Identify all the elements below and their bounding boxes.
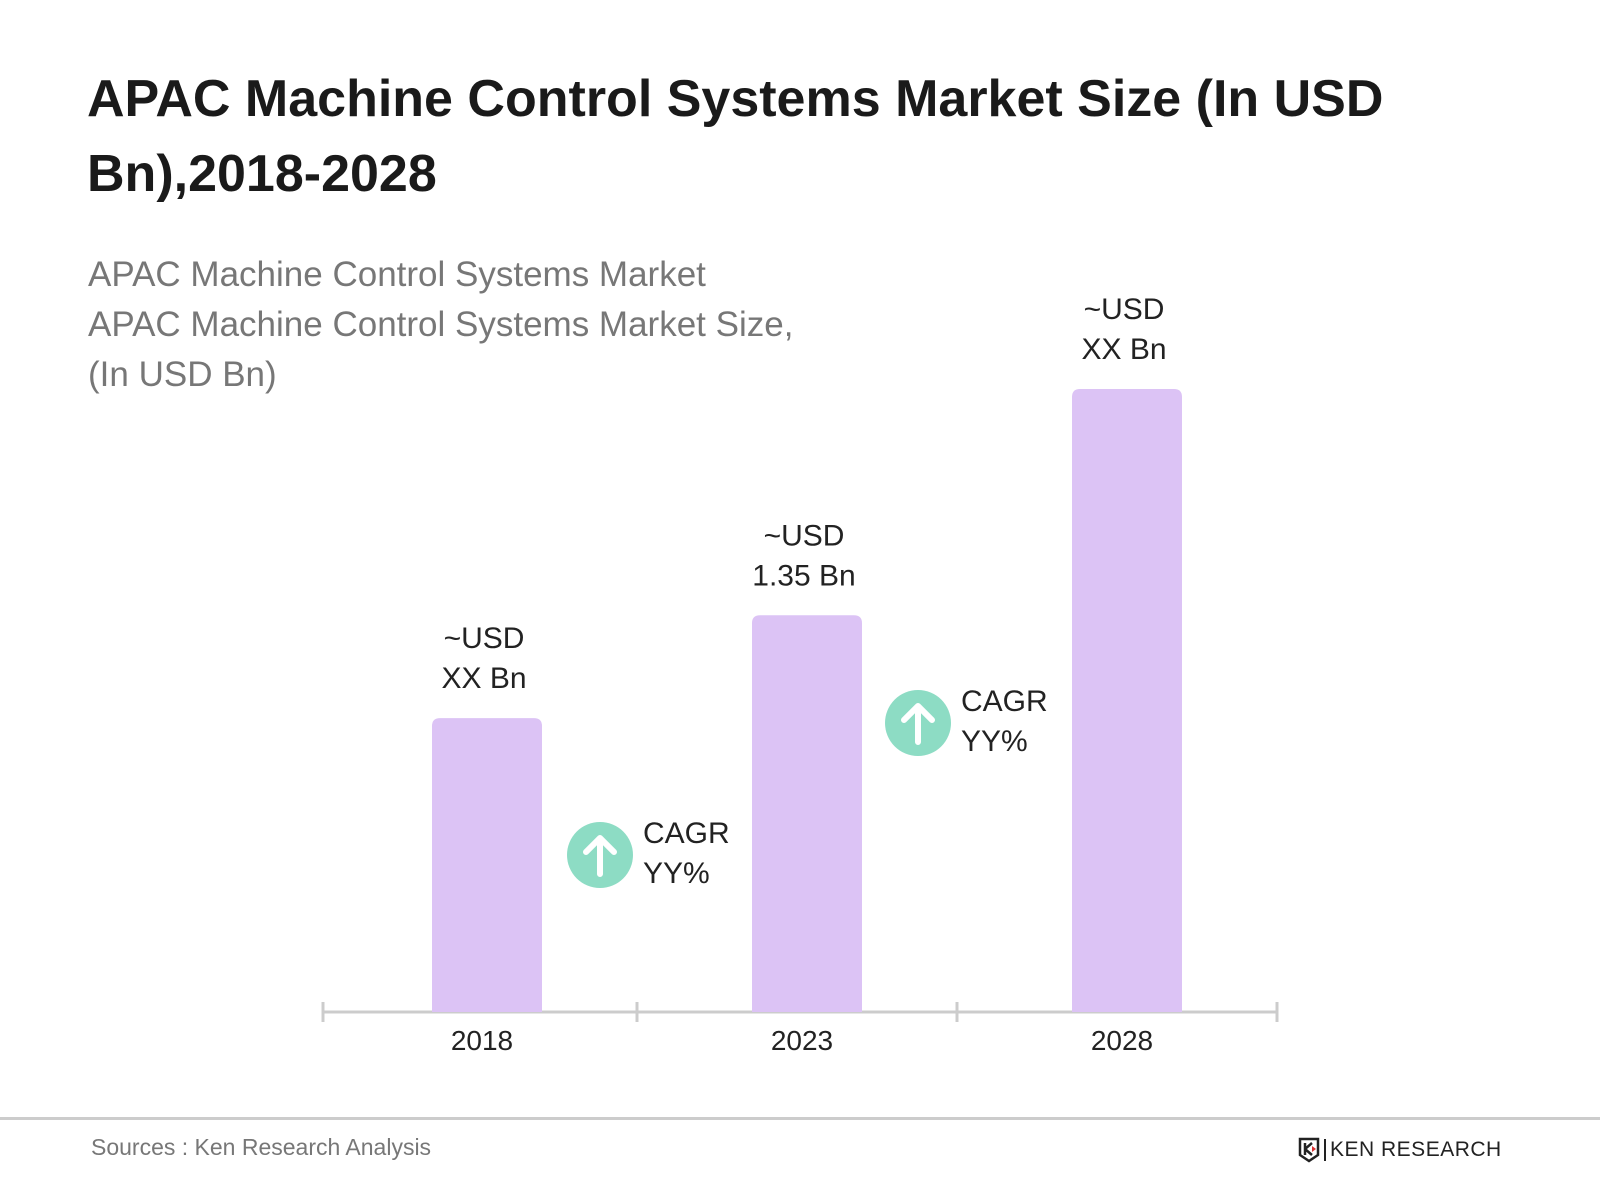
bar-2028 — [1072, 389, 1182, 1012]
logo-k-icon — [1298, 1137, 1320, 1163]
bar-data-label: XX Bn — [441, 662, 526, 695]
subtitle-line: (In USD Bn) — [88, 355, 277, 394]
arrow-up-glyph — [901, 703, 935, 745]
bar-data-label: 1.35 Bn — [752, 559, 855, 592]
sources-note: Sources : Ken Research Analysis — [91, 1134, 432, 1160]
cagr-label: CAGR — [643, 817, 730, 850]
subtitle-line: APAC Machine Control Systems Market Size… — [88, 305, 794, 344]
chart-subtitle: APAC Machine Control Systems Market APAC… — [88, 250, 793, 400]
bar-2018 — [432, 718, 542, 1012]
ken-research-logo: KEN RESEARCH — [1298, 1137, 1502, 1163]
footer-divider — [0, 1117, 1600, 1120]
bar-2023 — [752, 615, 862, 1012]
x-tick-label: 2023 — [771, 1025, 833, 1056]
x-tick-label: 2028 — [1091, 1025, 1153, 1056]
bar-data-label: XX Bn — [1081, 333, 1166, 366]
logo-divider — [1324, 1139, 1326, 1161]
x-tick-label: 2018 — [451, 1025, 513, 1056]
chart-title: APAC Machine Control Systems Market Size… — [87, 70, 1384, 203]
bar-data-label: ~USD — [764, 519, 845, 552]
bar-data-label: ~USD — [1084, 293, 1165, 326]
bar-data-label: ~USD — [444, 622, 525, 655]
logo-text: KEN RESEARCH — [1330, 1138, 1502, 1161]
cagr-label: CAGR — [961, 685, 1048, 718]
cagr-label: YY% — [643, 857, 710, 890]
cagr-label: YY% — [961, 725, 1028, 758]
subtitle-line: APAC Machine Control Systems Market — [88, 255, 706, 294]
arrow-up-glyph — [583, 835, 617, 877]
